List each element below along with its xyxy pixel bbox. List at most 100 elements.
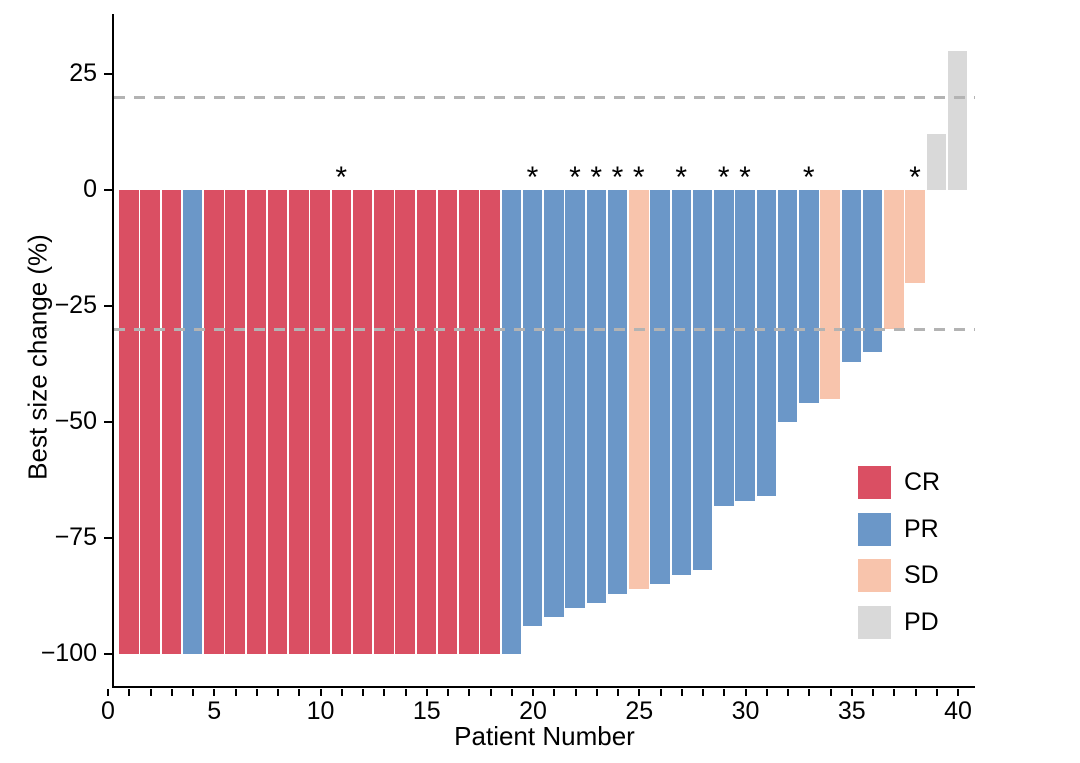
x-tick-18: [489, 688, 492, 696]
significance-star-patient-25: *: [632, 161, 645, 194]
legend-entry-CR: CR: [858, 466, 940, 499]
x-tick-3: [170, 688, 173, 696]
legend-entry-SD: SD: [858, 559, 940, 592]
x-tick-2: [149, 688, 152, 696]
legend-swatch-PD: [858, 605, 891, 639]
x-tick-15: [425, 688, 428, 696]
x-tick-7: [255, 688, 258, 696]
significance-star-patient-24: *: [611, 161, 624, 194]
bar-patient-28: [692, 190, 713, 571]
y-tick-label-25: 25: [69, 59, 97, 87]
x-tick-0: [107, 688, 109, 696]
x-tick-label-25: 25: [625, 697, 654, 725]
x-tick-26: [659, 688, 662, 696]
x-tick-label-10: 10: [306, 697, 335, 725]
bar-patient-24: [607, 190, 628, 594]
legend-label-PR: PR: [904, 514, 939, 543]
x-tick-label-15: 15: [412, 697, 441, 725]
y-tick-label--25: −25: [54, 291, 97, 319]
x-axis-title: Patient Number: [454, 721, 635, 751]
y-tick-label-0: 0: [83, 175, 97, 203]
bar-patient-30: [735, 190, 755, 501]
x-tick-34: [829, 688, 832, 696]
significance-star-patient-22: *: [569, 161, 581, 194]
legend: CR PR SD PD: [858, 466, 940, 652]
x-tick-label-5: 5: [207, 697, 222, 725]
x-tick-8: [277, 688, 279, 696]
significance-star-patient-23: *: [590, 161, 603, 194]
x-tick-30: [744, 688, 747, 696]
bar-patient-3: [161, 190, 181, 654]
bar-patient-2: [140, 190, 160, 654]
x-tick-21: [553, 688, 556, 696]
legend-swatch-SD: [858, 559, 891, 592]
bar-patient-29: [714, 190, 734, 506]
x-tick-29: [723, 688, 726, 696]
x-tick-33: [808, 688, 811, 696]
significance-star-patient-30: *: [739, 161, 751, 194]
x-tick-17: [468, 688, 471, 696]
bar-patient-38: [905, 190, 925, 283]
bar-patient-26: [650, 190, 670, 585]
x-tick-4: [192, 688, 194, 696]
legend-swatch-CR: [858, 466, 891, 499]
bar-patient-40: [947, 50, 968, 190]
bar-patient-39: [926, 134, 946, 190]
y-tick--25: [104, 304, 112, 308]
x-tick-22: [574, 688, 577, 696]
significance-star-patient-27: *: [675, 161, 688, 194]
y-tick-0: [104, 188, 112, 192]
legend-swatch-PR: [858, 512, 891, 546]
x-tick-28: [702, 688, 704, 696]
bar-patient-22: [565, 190, 585, 608]
bar-patient-13: [374, 190, 394, 654]
x-tick-13: [383, 688, 386, 696]
bar-patient-7: [246, 190, 266, 654]
bar-patient-25: [629, 190, 649, 590]
bar-patient-17: [459, 190, 479, 654]
x-tick-label-30: 30: [731, 697, 760, 725]
x-tick-32: [787, 688, 789, 696]
legend-label-SD: SD: [904, 561, 939, 589]
x-tick-19: [510, 688, 513, 696]
y-tick-label--50: −50: [54, 407, 97, 435]
significance-star-patient-33: *: [802, 161, 815, 194]
x-tick-label-35: 35: [837, 697, 866, 725]
bar-patient-6: [225, 190, 245, 654]
y-tick-25: [104, 72, 112, 76]
significance-star-patient-20: *: [526, 161, 539, 194]
x-tick-label-20: 20: [519, 697, 547, 725]
y-tick-label--100: −100: [40, 639, 97, 667]
bar-patient-23: [586, 190, 606, 603]
x-tick-9: [298, 688, 301, 696]
legend-entry-PR: PR: [858, 512, 940, 546]
x-tick-10: [319, 688, 322, 696]
x-tick-39: [935, 688, 938, 696]
x-tick-label-0: 0: [101, 697, 115, 725]
x-tick-label-40: 40: [944, 697, 972, 725]
y-tick--100: [104, 652, 112, 656]
bar-patient-21: [544, 190, 564, 617]
significance-star-patient-29: *: [717, 161, 730, 194]
x-tick-20: [532, 688, 534, 696]
bar-patient-27: [671, 190, 691, 576]
bar-patient-32: [777, 190, 798, 422]
bar-patient-14: [395, 190, 415, 654]
significance-star-patient-38: *: [909, 161, 921, 194]
legend-entry-PD: PD: [858, 605, 940, 639]
x-tick-12: [362, 688, 364, 696]
reference-line--30: [114, 327, 975, 331]
y-tick--50: [104, 420, 112, 424]
bar-patient-9: [289, 190, 309, 654]
y-tick-label--75: −75: [54, 523, 97, 551]
x-tick-36: [872, 688, 874, 696]
bar-patient-33: [799, 190, 819, 404]
bar-patient-20: [522, 190, 543, 627]
bar-patient-11: [331, 190, 351, 654]
x-tick-25: [638, 688, 641, 696]
significance-star-patient-11: *: [335, 161, 348, 194]
x-tick-38: [914, 688, 917, 696]
y-tick--75: [104, 536, 112, 540]
plot-area: * * * * * * * * * * *: [112, 14, 975, 688]
bar-patient-18: [480, 190, 500, 654]
